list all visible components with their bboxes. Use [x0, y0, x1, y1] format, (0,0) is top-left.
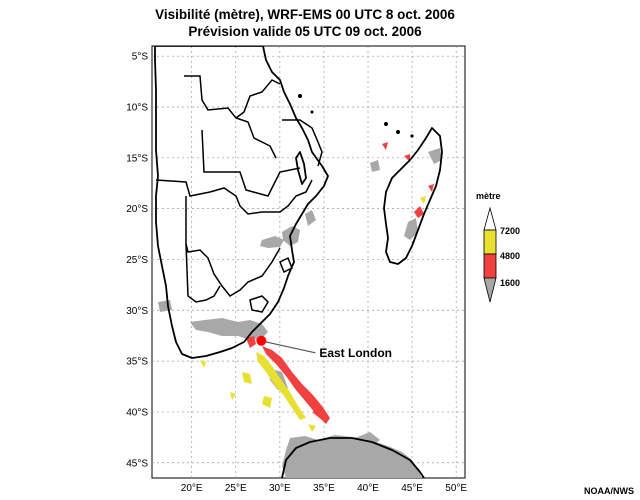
lon-tick-label: 35°E: [313, 483, 335, 494]
longitude-labels: 20°E 25°E 30°E 35°E 40°E 45°E 50°E: [181, 483, 468, 494]
legend-swatch-1600: [483, 277, 497, 303]
lat-tick-label: 40°S: [126, 407, 148, 418]
islands: [298, 94, 414, 138]
lat-tick-label: 20°S: [126, 204, 148, 215]
marker-dot: [256, 335, 267, 346]
lon-tick-label: 30°E: [269, 483, 291, 494]
legend-label-4800: 4800: [500, 251, 520, 261]
legend: mètre 7200 4800 1600: [476, 191, 520, 303]
legend-unit: mètre: [476, 191, 501, 201]
legend-label-7200: 7200: [500, 226, 520, 236]
lon-tick-label: 20°E: [181, 483, 203, 494]
lat-tick-label: 25°S: [126, 255, 148, 266]
map-frame: [151, 45, 466, 479]
map-title: Visibilité (mètre), WRF-EMS 00 UTC 8 oct…: [0, 6, 610, 40]
lat-tick-label: 15°S: [126, 153, 148, 164]
title-line-2: Prévision valide 05 UTC 09 oct. 2006: [188, 24, 422, 39]
visibility-areas-7200: [200, 196, 426, 432]
east-london-marker: East London: [256, 335, 392, 360]
lat-tick-label: 45°S: [126, 458, 148, 469]
lat-tick-label: 5°S: [132, 52, 149, 63]
coastlines: [154, 46, 443, 478]
legend-swatch-4800: [483, 253, 497, 279]
country-borders: [155, 75, 323, 313]
lon-tick-label: 40°E: [357, 483, 379, 494]
title-line-1: Visibilité (mètre), WRF-EMS 00 UTC 8 oct…: [155, 7, 455, 22]
latitude-labels: 5°S 10°S 15°S 20°S 25°S 30°S 35°S 40°S 45°S: [126, 52, 148, 470]
visibility-areas-4800: [246, 142, 434, 424]
lat-tick-label: 35°S: [126, 357, 148, 368]
lon-tick-label: 50°E: [445, 483, 467, 494]
lat-tick-label: 10°S: [126, 102, 148, 113]
legend-top-arrow: [483, 206, 497, 231]
legend-swatch-7200: [483, 229, 497, 255]
lon-tick-label: 25°E: [225, 483, 247, 494]
marker-arrow: [265, 341, 316, 354]
credit-label: NOAA/NWS: [584, 486, 634, 496]
lat-tick-label: 30°S: [126, 306, 148, 317]
lon-tick-label: 45°E: [401, 483, 423, 494]
marker-label: East London: [319, 346, 392, 360]
legend-label-1600: 1600: [500, 278, 520, 288]
